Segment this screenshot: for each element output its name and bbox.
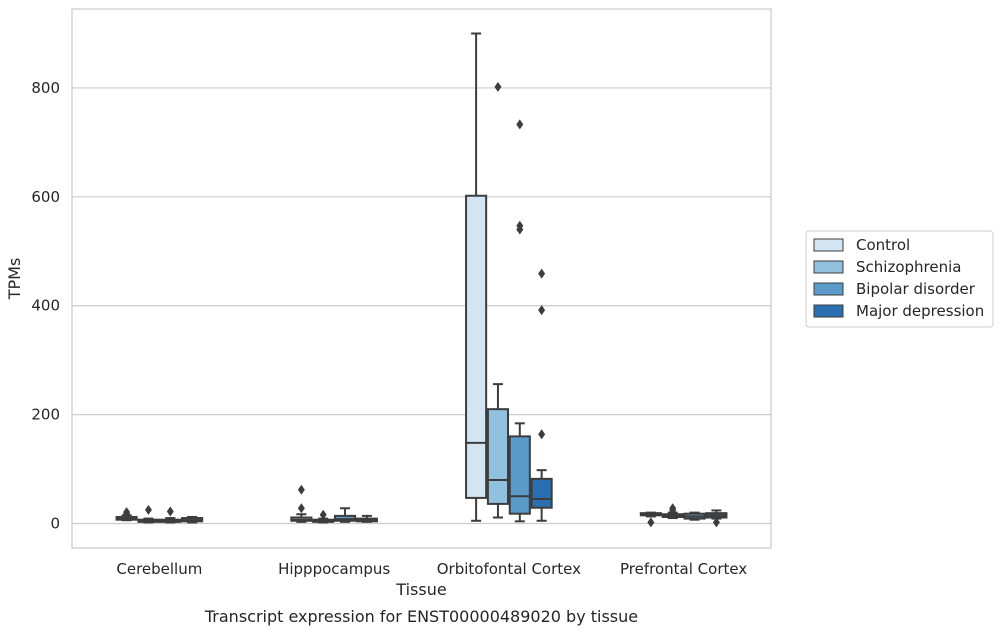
box-iqr <box>486 408 510 505</box>
y-tick-label: 600 <box>31 188 60 206</box>
box-1-2 <box>333 507 357 523</box>
outlier-point <box>297 484 305 495</box>
box-2-1 <box>486 81 510 519</box>
box-iqr <box>530 477 553 509</box>
box-0-2 <box>159 506 182 524</box>
x-tick-label: Hipppocampus <box>278 560 390 578</box>
legend-swatch <box>813 304 844 318</box>
box-3-1 <box>661 503 684 520</box>
grid-layer <box>72 87 771 525</box>
outlier-point <box>516 224 524 235</box>
legend-label: Bipolar disorder <box>856 280 976 298</box>
outlier-point <box>516 119 524 130</box>
outlier-point <box>647 517 655 528</box>
y-tick-labels: 0 200 400 600 800 <box>31 79 60 533</box>
box-0-3 <box>181 515 204 524</box>
legend-swatch <box>813 238 844 252</box>
plot-frame <box>71 8 772 549</box>
legend: Control Schizophrenia Bipolar disorder Majo… <box>805 230 994 328</box>
x-tick-label: Cerebellum <box>116 560 202 578</box>
y-axis-label: TPMs <box>5 258 24 301</box>
outlier-point <box>144 504 152 515</box>
outlier-point <box>123 507 131 518</box>
legend-label: Schizophrenia <box>856 258 961 276</box>
box-0-1 <box>137 504 160 524</box>
legend-swatch <box>813 260 844 274</box>
box-1-1 <box>312 509 335 524</box>
box-2-3 <box>530 268 553 522</box>
x-axis-label: Tissue <box>395 580 446 599</box>
y-tick-label: 400 <box>31 297 60 315</box>
outlier-point <box>669 505 677 516</box>
box-iqr <box>465 194 488 499</box>
box-3-3 <box>705 509 728 528</box>
box-1-3 <box>355 514 378 523</box>
outlier-point <box>297 503 305 514</box>
y-tick-label: 0 <box>50 515 60 533</box>
x-tick-labels: Cerebellum Hipppocampus Orbitofontal Corte… <box>116 560 747 578</box>
box-1-0 <box>290 484 313 523</box>
outlier-point <box>319 509 327 520</box>
outlier-point <box>538 268 546 279</box>
box-2-2 <box>508 119 531 523</box>
legend-label: Control <box>856 236 910 254</box>
y-tick-label: 200 <box>31 406 60 424</box>
x-tick-label: Orbitofontal Cortex <box>437 560 581 578</box>
box-3-0 <box>639 511 662 528</box>
outlier-point <box>538 429 546 440</box>
outlier-point <box>494 81 502 92</box>
box-0-0 <box>115 507 138 522</box>
outlier-point <box>712 517 720 528</box>
outlier-point <box>166 506 174 517</box>
y-tick-label: 800 <box>31 79 60 97</box>
box-iqr <box>508 435 531 515</box>
box-3-2 <box>683 511 706 521</box>
legend-label: Major depression <box>856 302 984 320</box>
outlier-point <box>538 305 546 316</box>
legend-frame <box>805 230 994 328</box>
x-tick-label: Prefrontal Cortex <box>620 560 747 578</box>
legend-swatch <box>813 282 844 296</box>
box-layer <box>115 32 728 528</box>
chart-caption: Transcript expression for ENST0000048902… <box>204 607 638 626</box>
box-2-0 <box>465 32 488 522</box>
